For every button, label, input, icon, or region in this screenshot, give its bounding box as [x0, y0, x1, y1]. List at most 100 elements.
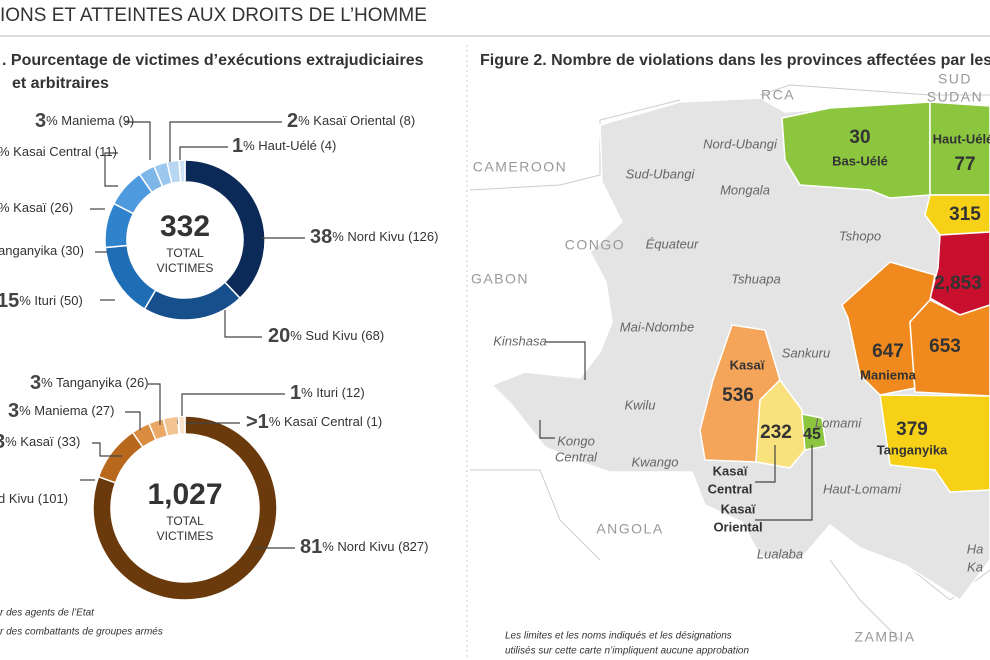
center-value: 1,027 [147, 478, 222, 511]
slice-label: 2% Kasaï Oriental (8) [287, 110, 415, 132]
province [755, 378, 806, 469]
slice-label: 1% Haut-Uélé (4) [232, 135, 336, 157]
slice-text: % Kasaï Central (1) [269, 414, 382, 429]
province [801, 413, 827, 451]
region-label: Kwango [632, 454, 679, 469]
region-label: Central [555, 449, 598, 464]
slice-text: anganyika (30) [0, 243, 84, 258]
callout-label: Central [708, 481, 753, 496]
center-value: 332 [160, 210, 210, 243]
slice-text: % Kasai Central (11) [0, 144, 117, 159]
donut-slice [97, 431, 144, 484]
callout-line [539, 420, 555, 439]
leader-line [125, 121, 151, 160]
country-label: ANGOLA [596, 521, 663, 537]
slice-text: % Tanganyika (26) [41, 375, 148, 390]
donut-slice [177, 415, 186, 436]
slice-text: d Kivu (101) [0, 491, 68, 506]
leader-line [92, 442, 122, 457]
callout-label: Kasaï [721, 501, 756, 516]
figure-title: et arbitraires [12, 75, 109, 92]
province-name: Haut-Uélé [933, 131, 990, 146]
center-label: TOTAL [166, 246, 204, 260]
slice-percent: 3 [8, 400, 19, 422]
province [929, 101, 990, 196]
leader-line [104, 152, 118, 187]
donut-slice [178, 159, 186, 183]
callout-line [755, 445, 813, 521]
leader-line [224, 310, 262, 338]
slice-label: d Kivu (101) [0, 491, 68, 506]
slice-text: % Haut-Uélé (4) [243, 138, 336, 153]
slice-label: anganyika (30) [0, 243, 84, 258]
slice-text: % Ituri (12) [301, 385, 365, 400]
slice-percent: 2 [287, 110, 298, 132]
province-name: Maniema [860, 367, 916, 382]
slice-percent: 3 [0, 431, 5, 453]
donut-slice [92, 415, 278, 601]
callout-label: Kasaï [713, 463, 748, 478]
leader-line [148, 383, 161, 425]
leader-line [169, 121, 282, 162]
map-title: Figure 2. Nombre de violations dans les … [480, 52, 990, 69]
country-label: GABON [471, 271, 529, 287]
region-label: Kongo [557, 433, 595, 448]
province-value: 379 [896, 419, 928, 440]
slice-label: 20% Sud Kivu (68) [268, 325, 384, 347]
region-label: Ka [967, 559, 983, 574]
legend-text: r des combattants de groupes armés [0, 627, 163, 638]
disclaimer: utilisés sur cette carte n’impliquent au… [505, 646, 749, 657]
slice-label: % Kasai Central (11) [0, 144, 117, 159]
center-label: VICTIMES [157, 529, 214, 543]
page-header: IONS ET ATTEINTES AUX DROITS DE L’HOMME [0, 5, 427, 26]
slice-label: 3% Kasaï (33) [0, 431, 80, 453]
province [909, 299, 990, 397]
slice-text: % Maniema (27) [19, 403, 114, 418]
region-label: Sankuru [782, 345, 830, 360]
callout-label: Oriental [713, 519, 762, 534]
country-label: ZAMBIA [854, 629, 915, 645]
slice-text: % Ituri (50) [19, 293, 83, 308]
slice-label: % Kasaï (26) [0, 200, 73, 215]
leader-line [181, 393, 285, 416]
province [841, 261, 936, 396]
center-label: TOTAL [166, 514, 204, 528]
region-label: Nord-Ubangi [703, 136, 778, 151]
slice-label: 3% Maniema (9) [35, 110, 134, 132]
slice-text: % Kasaï (26) [0, 200, 73, 215]
region-label: Kinshasa [493, 333, 546, 348]
region-label: Sud-Ubangi [626, 166, 696, 181]
callout-line [755, 445, 776, 483]
region-label: Équateur [646, 236, 699, 251]
region-label: Lualaba [757, 546, 803, 561]
slice-percent: 1 [290, 382, 301, 404]
slice-label: 81% Nord Kivu (827) [300, 536, 428, 558]
slice-label: 3% Tanganyika (26) [30, 372, 149, 394]
slice-percent: 15 [0, 290, 19, 312]
slice-text: % Nord Kivu (827) [322, 539, 428, 554]
region-label: Ha [967, 541, 984, 556]
legend-text: r des agents de l’Etat [0, 608, 95, 619]
province-value: 315 [949, 204, 981, 225]
province-value: 647 [872, 341, 904, 362]
slice-percent: >1 [246, 411, 269, 433]
slice-text: % Kasaï (33) [5, 434, 80, 449]
slice-percent: 1 [232, 135, 243, 157]
country-label: SUD [938, 71, 972, 87]
province-name: Tanganyika [877, 442, 948, 457]
leader-line [125, 411, 141, 430]
figure-title: . Pourcentage de victimes d’exécutions e… [2, 52, 424, 69]
slice-label: 1% Ituri (12) [290, 382, 365, 404]
province [781, 101, 931, 199]
slice-percent: 20 [268, 325, 290, 347]
province-value: 77 [954, 154, 975, 175]
country-label: SUDAN [927, 89, 984, 105]
province-value: 45 [803, 426, 821, 443]
province-value: 232 [760, 422, 792, 443]
center-label: VICTIMES [157, 261, 214, 275]
region-label: Lomami [815, 415, 862, 430]
region-label: Tshuapa [731, 271, 780, 286]
slice-label: 15% Ituri (50) [0, 290, 83, 312]
slice-text: % Maniema (9) [46, 113, 134, 128]
region-label: Kwilu [624, 397, 655, 412]
